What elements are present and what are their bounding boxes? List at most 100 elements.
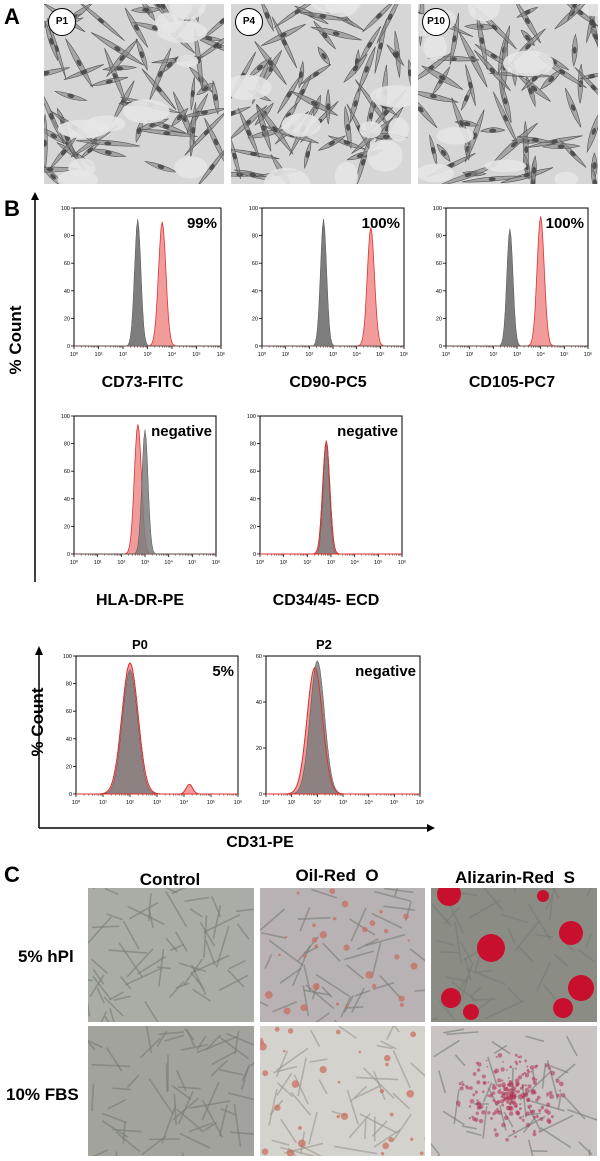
passage-badge: P4 <box>235 8 263 36</box>
micrograph-p10: P10 <box>418 4 598 184</box>
percent-positive-annotation: 100% <box>362 215 400 232</box>
column-label-oil-red: Oil-Red O <box>295 866 379 885</box>
x-tick-label: 10⁵ <box>376 351 384 358</box>
x-tick-label: 10² <box>489 352 497 358</box>
x-tick-label: 10⁵ <box>560 351 568 358</box>
passage-badge: P1 <box>48 8 76 36</box>
x-tick-label: 10⁰ <box>256 559 265 566</box>
x-tick-label: 10⁶ <box>400 351 408 358</box>
x-tick-label: 10⁶ <box>584 351 592 358</box>
y-tick-label: 0 <box>253 552 256 558</box>
x-tick-label: 10² <box>126 800 134 806</box>
x-tick-label: 10⁰ <box>258 351 267 358</box>
y-tick-label: 40 <box>64 289 70 295</box>
x-tick-label: 10⁶ <box>416 799 424 806</box>
x-tick-label: 10¹ <box>282 352 290 358</box>
x-tick-label: 10⁶ <box>398 559 406 566</box>
micrograph-p1: P1 <box>44 4 224 184</box>
x-tick-label: 10² <box>119 352 127 358</box>
y-tick-label: 0 <box>259 792 262 798</box>
photo-fbs-oil-red <box>260 1026 425 1156</box>
x-tick-label: 10² <box>305 352 313 358</box>
sample-histogram <box>74 221 221 347</box>
y-tick-label: 80 <box>436 234 442 240</box>
histogram-cd105: 100 80 60 40 20 0 10⁰ 10¹ 10² 10³ 10⁴ 10⁵ 10⁶ 100% <box>432 204 592 360</box>
photo-hpl-control <box>88 888 254 1022</box>
x-tick-label: 10³ <box>144 352 152 358</box>
y-axis-label-cd31: % Count <box>28 687 47 757</box>
x-tick-label: 10¹ <box>95 352 103 358</box>
x-tick-label: 10¹ <box>288 800 296 806</box>
y-tick-label: 60 <box>64 469 70 475</box>
x-tick-label: 10⁶ <box>212 559 220 566</box>
panel-a-letter: A <box>4 4 20 29</box>
y-tick-label: 0 <box>67 552 70 558</box>
y-tick-label: 40 <box>252 289 258 295</box>
x-tick-label: 10¹ <box>280 560 288 566</box>
x-tick-label: 10³ <box>153 800 161 806</box>
x-tick-label: 10⁴ <box>164 559 173 566</box>
marker-label-cd34-45: CD34/45- ECD <box>272 592 380 609</box>
x-tick-label: 10⁴ <box>364 799 373 806</box>
control-histogram <box>74 218 221 347</box>
passage-label-p2: P2 <box>316 637 332 652</box>
control-histogram <box>262 218 404 347</box>
column-label-alizarin-red: Alizarin-Red S <box>455 868 575 887</box>
photo-fbs-alizarin <box>431 1026 597 1156</box>
photo-hpl-oil-red <box>260 888 425 1022</box>
x-tick-label: 10⁶ <box>234 799 242 806</box>
sample-histogram <box>266 666 420 795</box>
sample-outline <box>266 666 420 795</box>
x-tick-label: 10⁴ <box>536 351 545 358</box>
x-tick-label: 10⁴ <box>168 351 177 358</box>
y-tick-label: 0 <box>67 344 70 350</box>
y-axis-label-top: % Count <box>6 305 25 375</box>
sample-outline <box>260 440 402 555</box>
sample-histogram <box>76 662 238 795</box>
x-tick-label: 10⁴ <box>352 351 361 358</box>
control-histogram <box>74 429 216 555</box>
x-tick-label: 10³ <box>513 352 521 358</box>
y-tick-label: 20 <box>64 524 70 530</box>
y-tick-label: 60 <box>64 261 70 267</box>
marker-label-hla-dr: HLA-DR-PE <box>96 592 184 609</box>
marker-label-cd105: CD105-PC7 <box>468 374 556 391</box>
x-tick-label: 10⁴ <box>350 559 359 566</box>
y-tick-label: 40 <box>436 289 442 295</box>
y-tick-label: 100 <box>61 206 70 212</box>
panel-b-letter: B <box>4 196 20 221</box>
x-tick-label: 10¹ <box>466 352 474 358</box>
y-tick-label: 60 <box>250 469 256 475</box>
percent-positive-annotation: 100% <box>546 215 584 232</box>
row-label-hpl: 5% hPl <box>18 947 74 966</box>
passage-label-p0: P0 <box>132 637 148 652</box>
x-tick-label: 10² <box>117 560 125 566</box>
x-tick-label: 10⁵ <box>374 559 382 566</box>
y-tick-label: 60 <box>252 261 258 267</box>
cd31-x-axis-label: CD31-PE <box>226 834 294 851</box>
x-tick-label: 10⁴ <box>180 799 189 806</box>
x-tick-label: 10³ <box>327 560 335 566</box>
y-tick-label: 40 <box>250 497 256 503</box>
y-tick-label: 80 <box>64 442 70 448</box>
y-tick-label: 60 <box>66 709 72 715</box>
y-tick-label: 40 <box>66 737 72 743</box>
y-tick-label: 100 <box>63 654 72 660</box>
y-tick-label: 80 <box>64 234 70 240</box>
control-histogram <box>266 660 420 795</box>
control-histogram <box>446 228 588 347</box>
marker-label-cd90: CD90-PC5 <box>289 374 367 391</box>
control-histogram <box>260 440 402 555</box>
x-tick-label: 10² <box>303 560 311 566</box>
y-tick-label: 20 <box>64 316 70 322</box>
y-tick-label: 100 <box>433 206 442 212</box>
y-tick-label: 20 <box>252 316 258 322</box>
sample-outline <box>76 662 238 795</box>
y-tick-label: 0 <box>69 792 72 798</box>
percent-positive-annotation: negative <box>337 423 398 440</box>
x-tick-label: 10¹ <box>94 560 102 566</box>
x-tick-label: 10³ <box>339 800 347 806</box>
